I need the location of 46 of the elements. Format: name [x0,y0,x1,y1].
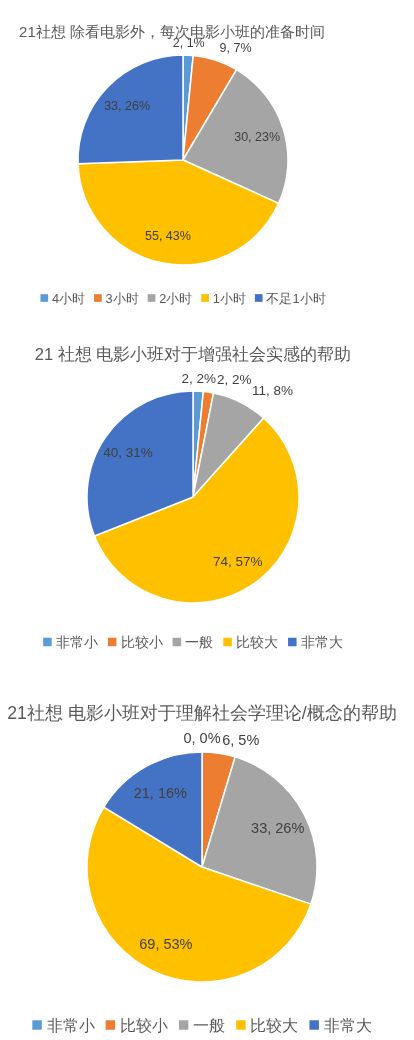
legend-item: 3小时 [94,290,139,306]
legend-label: 1小时 [212,290,246,306]
legend-label: 4小时 [51,290,86,306]
legend-label: 非常小 [55,634,98,650]
legend-item: 比较大 [236,1016,299,1034]
data-label: 33, 26% [251,820,305,837]
data-label: 21, 16% [133,784,187,801]
legend-item: 比较小 [105,1016,168,1034]
legend-label: 2小时 [159,290,193,306]
data-label: 30, 23% [234,129,281,144]
data-label: 40, 31% [103,445,153,461]
legend-label: 比较大 [250,1016,299,1034]
title: 21社想 电影小班对于理解社会学理论/概念的帮助 [7,703,397,723]
legend-label: 非常大 [300,634,343,650]
legend-item: 4小时 [40,290,86,306]
data-label: 6, 5% [222,731,260,748]
data-label: 2, 2% [181,370,217,386]
legend-label: 不足1小时 [266,290,326,306]
data-label: 2, 2% [217,372,252,388]
data-label: 74, 57% [213,553,263,569]
legend-label: 一般 [193,1016,226,1034]
legend-label: 比较小 [120,634,163,650]
legend-label: 比较大 [236,634,279,650]
legend-label: 非常大 [323,1016,372,1034]
data-label: 69, 53% [139,936,193,953]
legend-item: 一般 [172,634,214,650]
legend-label: 比较小 [119,1016,168,1034]
legend-item: 非常小 [32,1016,95,1034]
data-label: 0, 0% [183,730,221,747]
legend-label: 3小时 [105,290,139,306]
legend-label: 一般 [185,634,214,650]
legend-item: 一般 [178,1016,226,1034]
title: 21 社想 电影小班对于增强社会实感的帮助 [34,345,352,363]
legend-item: 2小时 [147,290,193,306]
legend-item: 比较小 [107,634,163,650]
legend-item: 非常大 [288,634,343,650]
data-label: 33, 26% [104,99,150,114]
data-label: 11, 8% [252,383,294,399]
legend-item: 1小时 [201,290,246,306]
legend-item: 比较大 [223,634,279,650]
legend-item: 非常小 [43,634,98,650]
legend-label: 非常小 [46,1016,95,1034]
legend-item: 非常大 [309,1016,372,1034]
data-label: 9, 7% [219,41,252,56]
data-label: 55, 43% [145,229,191,244]
legend-item: 不足1小时 [254,290,326,306]
